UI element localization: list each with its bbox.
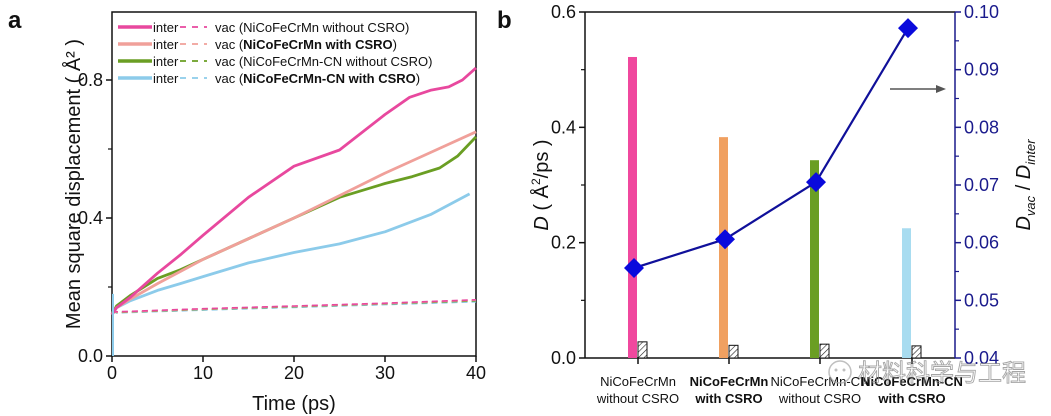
watermark-text: 材料科学与工程 <box>858 359 1026 387</box>
y-tick-label: 0.4 <box>78 208 103 228</box>
wechat-icon <box>828 360 852 384</box>
legend-solid-label: inter <box>153 54 179 69</box>
legend-dashed-label: vac (NiCoFeCrMn without CSRO) <box>215 20 409 35</box>
panel-b-diffusion-chart: 0.0 0.2 0.4 0.6 0.04 0.05 0.06 0.07 0.08 0.09 0.10… <box>529 2 1038 406</box>
arrow-annotation <box>890 85 946 93</box>
panel-b-ratio-line <box>624 18 918 279</box>
x-tick-label: 10 <box>193 363 213 383</box>
category-label-line1: NiCoFeCrMn-CN <box>861 374 963 389</box>
ratio-line <box>633 27 909 270</box>
bar-d-inter <box>810 160 819 358</box>
category-label-line1: NiCoFeCrMn-CN <box>771 374 870 389</box>
panel-a-xlabel: Time (ps) <box>252 393 336 415</box>
legend-dashed-label: vac (NiCoFeCrMn-CN without CSRO) <box>215 54 432 69</box>
ratio-marker <box>715 229 735 250</box>
right-y-tick-label: 0.09 <box>964 60 999 80</box>
panel-a-legend: inter vac (NiCoFeCrMn without CSRO) inter v… <box>118 20 432 86</box>
ratio-marker <box>898 18 918 39</box>
panel-a-ylabel: Mean square displacement ( Å² ) <box>62 39 85 329</box>
x-tick-label: 30 <box>375 363 395 383</box>
left-y-tick-label: 0.6 <box>551 2 576 22</box>
right-y-tick-label: 0.07 <box>964 175 999 195</box>
panel-a-axes: 0 10 20 30 40 0.0 0.4 0.8 <box>78 70 486 383</box>
right-y-tick-label: 0.04 <box>964 348 999 368</box>
y-tick-label: 0.0 <box>78 346 103 366</box>
category-label-line2: with CSRO <box>694 391 762 406</box>
series-line <box>111 299 477 313</box>
bar-d-inter <box>902 228 911 358</box>
panel-b-category-labels: NiCoFeCrMn without CSRO NiCoFeCrMn with CSR… <box>596 374 963 406</box>
bar-d-vac <box>819 343 830 359</box>
ratio-marker <box>624 258 644 279</box>
right-y-tick-label: 0.05 <box>964 290 999 310</box>
series-line <box>110 66 477 316</box>
legend-solid-label: inter <box>153 37 179 52</box>
legend-solid-label: inter <box>153 20 179 35</box>
category-label-line1: NiCoFeCrMn <box>600 374 676 389</box>
x-tick-label: 20 <box>284 363 304 383</box>
category-label-line1: NiCoFeCrMn <box>690 374 769 389</box>
panel-b-ylabel-left: D ( Å2/ps ) <box>529 139 553 230</box>
series-line <box>110 192 471 316</box>
left-y-tick-label: 0.2 <box>551 233 576 253</box>
bar-d-vac <box>728 344 739 359</box>
left-y-tick-label: 0.0 <box>551 348 576 368</box>
panel-a-msd-chart: 0 10 20 30 40 0.0 0.4 0.8 inter vac (NiCoFeCrMn … <box>62 11 486 415</box>
x-tick-label: 0 <box>107 363 117 383</box>
panel-a-series <box>110 66 478 356</box>
category-label-line2: without CSRO <box>596 391 679 406</box>
y-tick-label: 0.8 <box>78 70 103 90</box>
legend-dashed-label: vac (NiCoFeCrMn with CSRO) <box>215 37 397 52</box>
panel-label-a: a <box>8 7 22 34</box>
panel-label-b: b <box>497 7 512 34</box>
bar-d-vac <box>637 341 648 359</box>
bar-d-inter <box>628 56 637 358</box>
left-y-tick-label: 0.4 <box>551 117 576 137</box>
panel-b-ticks: 0.0 0.2 0.4 0.6 0.04 0.05 0.06 0.07 0.08 0.09 0.10 <box>551 2 999 368</box>
right-y-tick-label: 0.06 <box>964 233 999 253</box>
legend-solid-label: inter <box>153 71 179 86</box>
ratio-marker <box>806 172 826 193</box>
watermark: 材料科学与工程 <box>828 359 1026 387</box>
right-y-tick-label: 0.08 <box>964 117 999 137</box>
category-label-line2: with CSRO <box>877 391 945 406</box>
bar-d-vac <box>911 345 922 359</box>
legend-dashed-label: vac (NiCoFeCrMn-CN with CSRO) <box>215 71 420 86</box>
panel-b-ylabel-right: Dvac / Dinter <box>1013 139 1038 231</box>
category-label-line2: without CSRO <box>778 391 861 406</box>
x-tick-label: 40 <box>466 363 486 383</box>
right-y-tick-label: 0.10 <box>964 2 999 22</box>
